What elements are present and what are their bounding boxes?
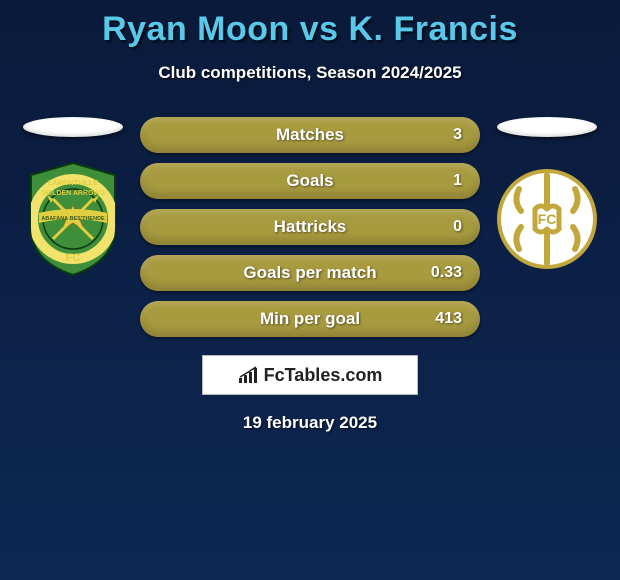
svg-text:LAMONTVILLE: LAMONTVILLE [48,180,98,187]
player-right-ellipse [497,117,597,137]
main-row: LAMONTVILLE GOLDEN ARROWS ABAFANA BES'TH… [0,117,620,337]
stat-label: Hattricks [274,217,347,237]
stat-row-goals: Goals 1 [140,163,480,199]
player-left-ellipse [23,117,123,137]
svg-text:ABAFANA BES'THENDE: ABAFANA BES'THENDE [41,216,105,222]
stat-row-hattricks: Hattricks 0 [140,209,480,245]
stat-row-matches: Matches 3 [140,117,480,153]
crest-left: LAMONTVILLE GOLDEN ARROWS ABAFANA BES'TH… [23,161,123,277]
stat-label: Min per goal [260,309,360,329]
stat-value: 1 [453,172,462,190]
branding-box[interactable]: FcTables.com [202,355,418,395]
stat-value: 0 [453,218,462,236]
brand-text: FcTables.com [264,365,383,386]
crest-right: FC [497,161,597,277]
svg-text:FC: FC [66,252,81,264]
stat-row-goals-per-match: Goals per match 0.33 [140,255,480,291]
stats-column: Matches 3 Goals 1 Hattricks 0 Goals per … [140,117,480,337]
stat-label: Goals per match [243,263,376,283]
bar-chart-icon [238,366,260,384]
subtitle: Club competitions, Season 2024/2025 [0,63,620,83]
stat-value: 3 [453,126,462,144]
right-column: FC [492,117,602,277]
stat-row-min-per-goal: Min per goal 413 [140,301,480,337]
page-title: Ryan Moon vs K. Francis [0,10,620,49]
stat-label: Matches [276,125,344,145]
svg-text:GOLDEN ARROWS: GOLDEN ARROWS [41,190,105,197]
left-column: LAMONTVILLE GOLDEN ARROWS ABAFANA BES'TH… [18,117,128,277]
svg-text:FC: FC [538,211,557,227]
stat-value: 0.33 [431,264,462,282]
stat-label: Goals [286,171,333,191]
stat-value: 413 [435,310,462,328]
date-text: 19 february 2025 [0,413,620,433]
